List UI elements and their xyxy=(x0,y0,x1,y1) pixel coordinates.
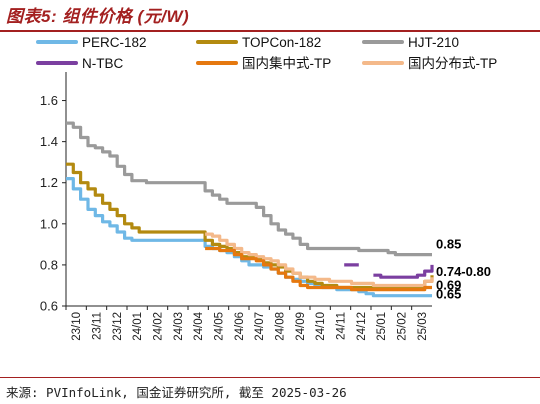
end-value-label: 0.65 xyxy=(436,287,461,302)
source-note: 来源: PVInfoLink, 国金证券研究所, 截至 2025-03-26 xyxy=(6,385,347,400)
x-tick-label: 24/01 xyxy=(132,312,144,341)
legend-label: PERC-182 xyxy=(82,35,147,50)
x-tick-label: 25/02 xyxy=(397,312,409,341)
x-tick-label: 24/03 xyxy=(173,312,185,341)
series-line xyxy=(66,177,432,298)
legend-label: 国内分布式-TP xyxy=(408,56,497,71)
series-line xyxy=(344,263,434,279)
x-tick-label: 24/04 xyxy=(193,311,205,340)
legend-label: HJT-210 xyxy=(408,35,459,50)
x-tick-label: 23/10 xyxy=(71,312,83,341)
x-tick-label: 23/11 xyxy=(92,312,104,340)
chart: PERC-182 TOPCon-182 HJT-210 N-TBC 国内集中式-TP 国内… xyxy=(36,35,497,341)
series-line xyxy=(205,246,432,292)
legend-label: 国内集中式-TP xyxy=(242,56,331,71)
end-value-label: 0.69 xyxy=(436,278,461,293)
x-tick-label: 24/09 xyxy=(295,312,307,341)
x-tick-label: 24/02 xyxy=(153,312,165,341)
series-line xyxy=(66,162,434,290)
x-tick-label: 24/11 xyxy=(336,312,348,340)
end-value-label: 0.74-0.80 xyxy=(436,264,491,279)
x-tick-label: 24/05 xyxy=(214,312,226,341)
title-rule xyxy=(0,30,540,32)
series-line xyxy=(205,232,434,288)
chart-title: 图表5: 组件价格 (元/W) xyxy=(6,7,190,26)
legend-label: TOPCon-182 xyxy=(242,35,321,50)
series-line xyxy=(66,121,432,257)
x-tick-label: 23/12 xyxy=(112,312,124,341)
end-value-label: 0.85 xyxy=(436,237,461,252)
x-tick-label: 25/03 xyxy=(417,312,429,341)
y-tick-label: 0.8 xyxy=(40,257,58,272)
x-tick-label: 25/01 xyxy=(376,312,388,341)
x-tick-label: 24/06 xyxy=(234,312,246,341)
footer-rule xyxy=(0,377,540,378)
x-tick-label: 24/10 xyxy=(315,312,327,341)
y-tick-label: 1.4 xyxy=(40,134,58,149)
y-tick-label: 1.6 xyxy=(40,93,58,108)
x-tick-label: 24/08 xyxy=(275,312,287,341)
x-tick-label: 24/07 xyxy=(254,312,266,341)
y-tick-label: 1.0 xyxy=(40,216,58,231)
x-tick-label: 24/12 xyxy=(356,312,368,341)
legend-label: N-TBC xyxy=(82,56,123,71)
y-tick-label: 0.6 xyxy=(40,299,58,314)
y-tick-label: 1.2 xyxy=(40,175,58,190)
